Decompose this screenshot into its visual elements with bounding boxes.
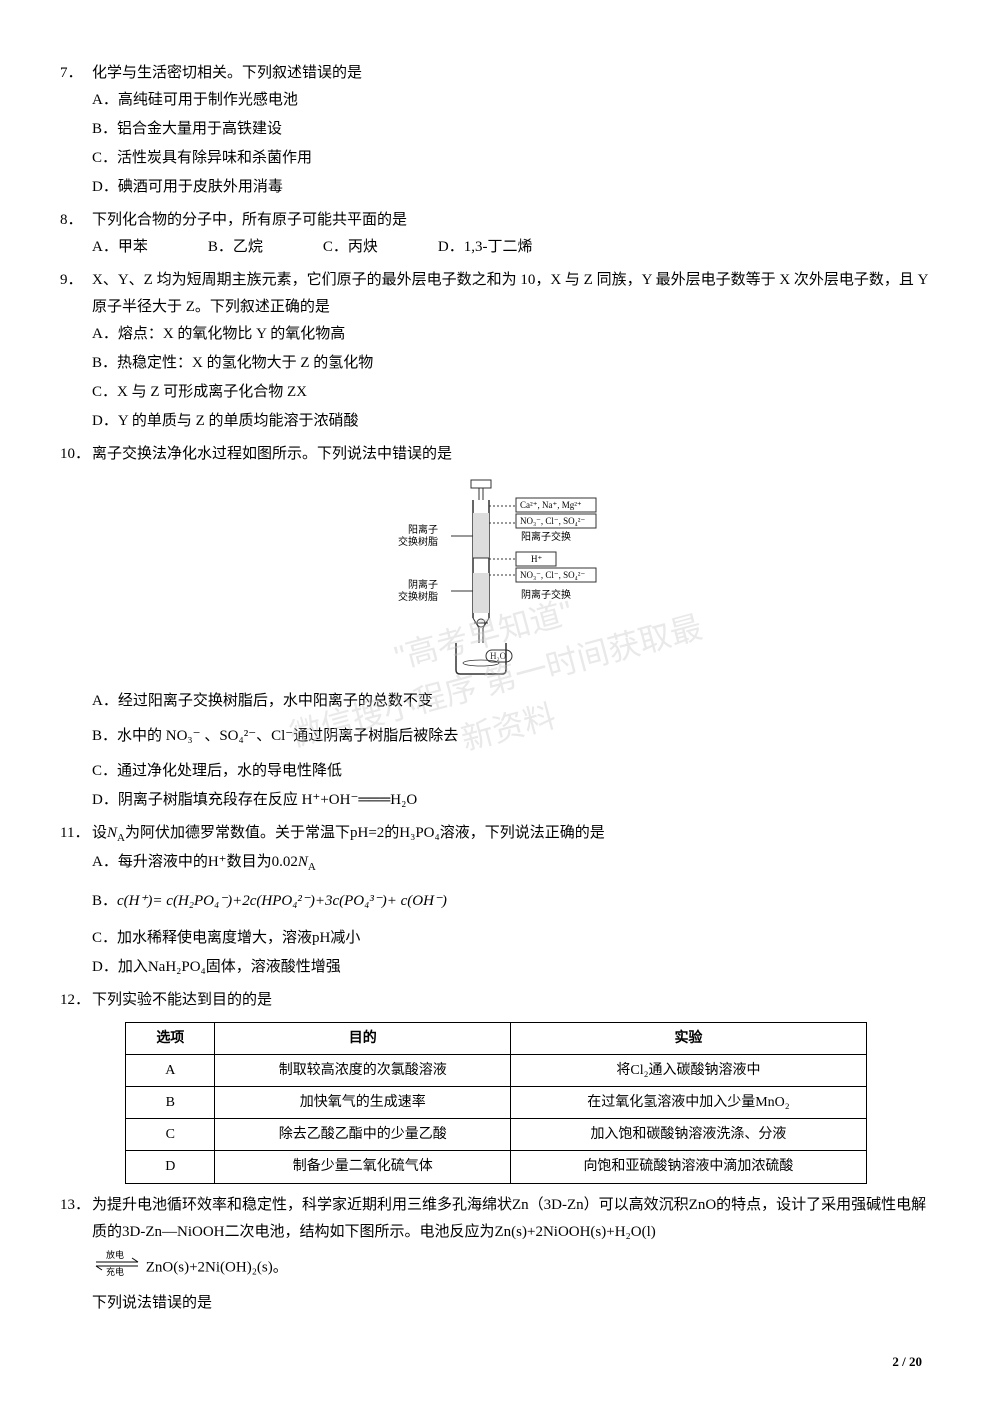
beaker-label: H₂O [490, 651, 507, 661]
question-9: 9． X、Y、Z 均为短周期主族元素，它们原子的最外层电子数之和为 10，X 与… [60, 267, 932, 435]
q8-opt-c: C．丙炔 [323, 234, 378, 261]
q8-number: 8． [60, 207, 92, 234]
cation-resin-label: 阳离子 [408, 523, 438, 536]
th-option: 选项 [126, 1022, 215, 1054]
q7-opt-d: D．碘酒可用于皮肤外用消毒 [92, 174, 932, 201]
q11-number: 11． [60, 820, 92, 849]
question-8: 8． 下列化合物的分子中，所有原子可能共平面的是 A．甲苯 B．乙烷 C．丙炔 … [60, 207, 932, 261]
anion-resin-label: 阴离子 [408, 578, 438, 591]
q7-options: A．高纯硅可用于制作光感电池 B．铝合金大量用于高铁建设 C．活性炭具有除异味和… [60, 87, 932, 201]
q11-options: A．每升溶液中的H⁺数目为0.02NA B．c(H⁺)= c(H₂PO₄⁻)+2… [60, 849, 932, 981]
anion-resin-label2: 交换树脂 [398, 590, 438, 603]
q10-stem: 10． 离子交换法净化水过程如图所示。下列说法中错误的是 [60, 441, 932, 468]
th-experiment: 实验 [511, 1022, 866, 1054]
q11-opt-b: B．c(H⁺)= c(H₂PO₄⁻)+2c(HPO₄²⁻)+3c(PO₄³⁻)+… [92, 888, 932, 915]
q13-number: 13． [60, 1192, 92, 1246]
table-row: B 加快氧气的生成速率 在过氧化氢溶液中加入少量MnO₂ [126, 1086, 866, 1118]
anion-exchange-label: 阴离子交换 [521, 588, 571, 601]
q8-options: A．甲苯 B．乙烷 C．丙炔 D．1,3-丁二烯 [60, 234, 932, 261]
diagram-box3: H⁺ [531, 554, 542, 564]
q9-opt-c: C．X 与 Z 可形成离子化合物 ZX [92, 379, 932, 406]
q7-opt-a: A．高纯硅可用于制作光感电池 [92, 87, 932, 114]
diagram-box2: NO₃⁻, Cl⁻, SO₄²⁻ [520, 516, 585, 526]
q12-stem: 12． 下列实验不能达到目的的是 [60, 987, 932, 1014]
q11-opt-c: C．加水稀释使电离度增大，溶液pH减小 [92, 925, 932, 952]
q8-opt-b: B．乙烷 [208, 234, 263, 261]
q9-text: X、Y、Z 均为短周期主族元素，它们原子的最外层电子数之和为 10，X 与 Z … [92, 267, 932, 321]
equilibrium-arrow-icon: 放电 充电 [92, 1250, 142, 1286]
q12-text: 下列实验不能达到目的的是 [92, 987, 272, 1014]
q13-stem: 13． 为提升电池循环效率和稳定性，科学家近期利用三维多孔海绵状Zn（3D-Zn… [60, 1192, 932, 1246]
q8-text: 下列化合物的分子中，所有原子可能共平面的是 [92, 207, 407, 234]
q13-equation: 放电 充电 ZnO(s)+2Ni(OH)₂(s)。 [60, 1250, 932, 1286]
question-7: 7． 化学与生活密切相关。下列叙述错误的是 A．高纯硅可用于制作光感电池 B．铝… [60, 60, 932, 201]
q9-opt-d: D．Y 的单质与 Z 的单质均能溶于浓硝酸 [92, 408, 932, 435]
cation-exchange-label: 阳离子交换 [521, 530, 571, 543]
question-13: 13． 为提升电池循环效率和稳定性，科学家近期利用三维多孔海绵状Zn（3D-Zn… [60, 1192, 932, 1317]
q9-options: A．熔点：X 的氧化物比 Y 的氧化物高 B．热稳定性：X 的氢化物大于 Z 的… [60, 321, 932, 435]
q7-opt-b: B．铝合金大量用于高铁建设 [92, 116, 932, 143]
q11-text: 设NA为阿伏加德罗常数值。关于常温下pH=2的H₃PO₄溶液，下列说法正确的是 [92, 820, 605, 849]
q9-number: 9． [60, 267, 92, 321]
q8-stem: 8． 下列化合物的分子中，所有原子可能共平面的是 [60, 207, 932, 234]
th-purpose: 目的 [215, 1022, 511, 1054]
table-body: A 制取较高浓度的次氯酸溶液 将Cl₂通入碳酸钠溶液中 B 加快氧气的生成速率 … [126, 1054, 866, 1183]
diagram-box1: Ca²⁺, Na⁺, Mg²⁺ [520, 500, 582, 510]
q12-table: 选项 目的 实验 A 制取较高浓度的次氯酸溶液 将Cl₂通入碳酸钠溶液中 B 加… [125, 1022, 866, 1184]
ion-exchange-diagram: H₂O Ca²⁺, Na⁺, Mg²⁺ NO₃⁻, Cl⁻, SO₄²⁻ 阳离子… [336, 478, 656, 678]
q9-opt-b: B．热稳定性：X 的氢化物大于 Z 的氢化物 [92, 350, 932, 377]
q12-number: 12． [60, 987, 92, 1014]
q7-opt-c: C．活性炭具有除异味和杀菌作用 [92, 145, 932, 172]
table-row: C 除去乙酸乙酯中的少量乙酸 加入饱和碳酸钠溶液洗涤、分液 [126, 1119, 866, 1151]
q10-number: 10． [60, 441, 92, 468]
q7-text: 化学与生活密切相关。下列叙述错误的是 [92, 60, 362, 87]
cation-resin-label2: 交换树脂 [398, 535, 438, 548]
q11-opt-d: D．加入NaH₂PO₄固体，溶液酸性增强 [92, 954, 932, 981]
q11-stem: 11． 设NA为阿伏加德罗常数值。关于常温下pH=2的H₃PO₄溶液，下列说法正… [60, 820, 932, 849]
question-11: 11． 设NA为阿伏加德罗常数值。关于常温下pH=2的H₃PO₄溶液，下列说法正… [60, 820, 932, 981]
table-header-row: 选项 目的 实验 [126, 1022, 866, 1054]
q11-opt-a: A．每升溶液中的H⁺数目为0.02NA [92, 849, 932, 878]
q13-tail: 下列说法错误的是 [60, 1290, 932, 1317]
question-12: 12． 下列实验不能达到目的的是 选项 目的 实验 A 制取较高浓度的次氯酸溶液… [60, 987, 932, 1184]
q8-opt-d: D．1,3-丁二烯 [438, 234, 533, 261]
q10-options: A．经过阳离子交换树脂后，水中阳离子的总数不变 B．水中的 NO₃⁻ 、SO₄²… [60, 688, 932, 814]
arrow-bot-label: 充电 [106, 1266, 124, 1276]
q9-stem: 9． X、Y、Z 均为短周期主族元素，它们原子的最外层电子数之和为 10，X 与… [60, 267, 932, 321]
q10-opt-c: C．通过净化处理后，水的导电性降低 [92, 758, 932, 785]
q13-text: 为提升电池循环效率和稳定性，科学家近期利用三维多孔海绵状Zn（3D-Zn）可以高… [92, 1192, 932, 1246]
q10-text: 离子交换法净化水过程如图所示。下列说法中错误的是 [92, 441, 452, 468]
q13-products: ZnO(s)+2Ni(OH)₂(s)。 [146, 1259, 288, 1275]
q7-number: 7． [60, 60, 92, 87]
q7-stem: 7． 化学与生活密切相关。下列叙述错误的是 [60, 60, 932, 87]
q10-opt-b: B．水中的 NO₃⁻ 、SO₄²⁻、Cl⁻通过阴离子树脂后被除去 [92, 723, 932, 750]
page-footer: 2 / 20 [892, 1350, 922, 1373]
q10-opt-d: D．阴离子树脂填充段存在反应 H⁺+OH⁻═══H₂O [92, 787, 932, 814]
q9-opt-a: A．熔点：X 的氧化物比 Y 的氧化物高 [92, 321, 932, 348]
arrow-top-label: 放电 [106, 1250, 124, 1260]
table-row: A 制取较高浓度的次氯酸溶液 将Cl₂通入碳酸钠溶液中 [126, 1054, 866, 1086]
question-10: 10． 离子交换法净化水过程如图所示。下列说法中错误的是 [60, 441, 932, 814]
q10-opt-a: A．经过阳离子交换树脂后，水中阳离子的总数不变 [92, 688, 932, 715]
diagram-box4: NO₃⁻, Cl⁻, SO₄²⁻ [520, 570, 585, 580]
q10-diagram: H₂O Ca²⁺, Na⁺, Mg²⁺ NO₃⁻, Cl⁻, SO₄²⁻ 阳离子… [60, 478, 932, 678]
q8-opt-a: A．甲苯 [92, 234, 148, 261]
table-row: D 制备少量二氧化硫气体 向饱和亚硫酸钠溶液中滴加浓硫酸 [126, 1151, 866, 1183]
